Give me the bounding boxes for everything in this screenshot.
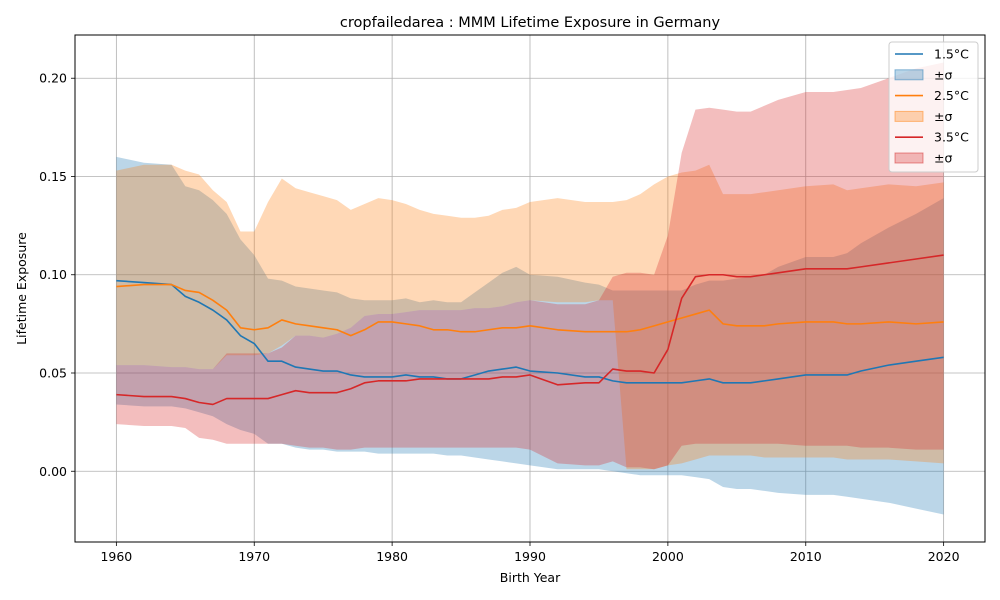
- y-axis-label: Lifetime Exposure: [14, 232, 29, 345]
- y-tick-label: 0.00: [39, 464, 67, 479]
- legend-label: ±σ: [934, 109, 952, 124]
- x-tick-label: 2020: [928, 549, 960, 564]
- y-tick-label: 0.20: [39, 71, 67, 86]
- legend-label: 2.5°C: [934, 88, 969, 103]
- legend-label: ±σ: [934, 151, 952, 166]
- legend-label: ±σ: [934, 67, 952, 82]
- line-series-3: [116, 254, 944, 406]
- band-series-3: [116, 62, 944, 470]
- x-tick-label: 1980: [376, 549, 408, 564]
- x-axis-label: Birth Year: [500, 570, 561, 585]
- x-tick-label: 2000: [652, 549, 684, 564]
- line-series-2: [116, 283, 944, 337]
- y-tick-label: 0.10: [39, 267, 67, 282]
- legend-band-swatch: [894, 152, 924, 164]
- grid: [75, 35, 985, 542]
- y-tick-label: 0.15: [39, 169, 67, 184]
- x-tick-label: 1990: [514, 549, 546, 564]
- x-tick-label: 2010: [790, 549, 822, 564]
- band-series-1: [116, 156, 944, 515]
- legend: 1.5°C ±σ 2.5°C ±σ 3.5°C ±σ: [888, 41, 979, 173]
- y-tick-label: 0.05: [39, 366, 67, 381]
- chart-title: cropfailedarea : MMM Lifetime Exposure i…: [340, 15, 721, 31]
- x-tick-label: 1970: [238, 549, 270, 564]
- band-series-2: [116, 164, 944, 470]
- x-tick-label: 1960: [100, 549, 132, 564]
- legend-band-swatch: [894, 69, 924, 81]
- plot-area: [116, 62, 944, 515]
- ticks: 1960 1970 1980 1990 2000 2010 2020 0.00 0.05 0.10…: [39, 71, 959, 564]
- legend-box: [888, 41, 979, 173]
- legend-band-swatch: [894, 110, 924, 122]
- legend-label: 1.5°C: [934, 47, 969, 62]
- line-series-1: [116, 279, 944, 384]
- legend-label: 3.5°C: [934, 130, 969, 145]
